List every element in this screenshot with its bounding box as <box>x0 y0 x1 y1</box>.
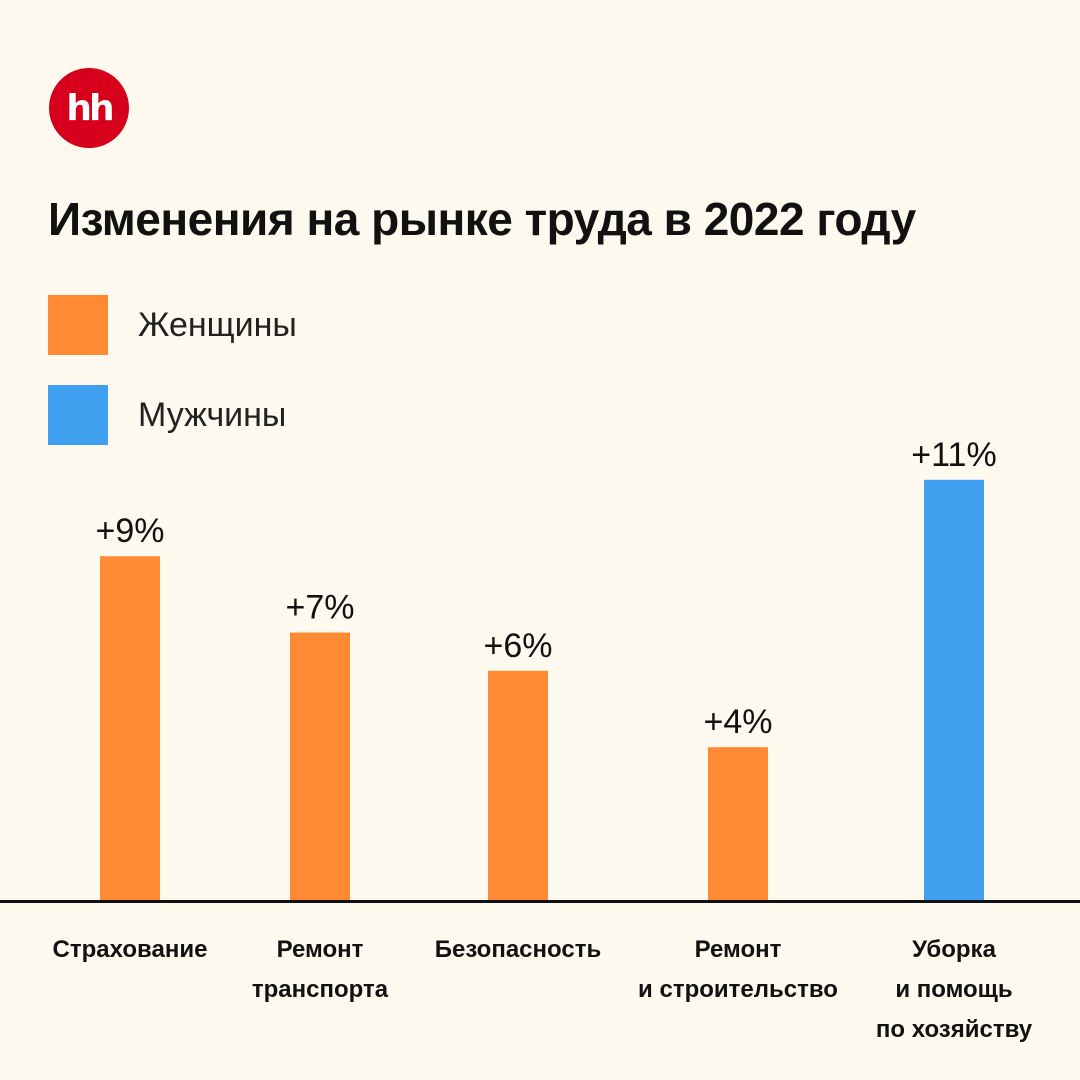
bar-5 <box>924 479 984 900</box>
legend-item-men: Мужчины <box>48 385 286 445</box>
category-label-1: Страхование <box>53 936 208 963</box>
data-label-3: +6% <box>484 627 553 665</box>
bar-1 <box>100 556 160 900</box>
hh-logo: hh <box>49 68 129 148</box>
category-label-2-line-2: транспорта <box>252 976 389 1003</box>
category-label-5-line-1: Уборка <box>912 936 996 963</box>
data-label-1: +9% <box>96 512 165 550</box>
bar-4 <box>708 747 768 900</box>
category-label-5-line-3: по хозяйству <box>876 1016 1033 1043</box>
legend-swatch-women <box>48 295 108 355</box>
category-label-5-line-2: и помощь <box>895 976 1012 1003</box>
legend-swatch-men <box>48 385 108 445</box>
category-label-3: Безопасность <box>435 936 601 963</box>
category-label-4-line-1: Ремонт <box>695 936 782 963</box>
chart-title: Изменения на рынке труда в 2022 году <box>48 193 916 245</box>
category-label-4-line-2: и строительство <box>638 976 838 1003</box>
legend-label-men: Мужчины <box>138 395 287 434</box>
data-label-4: +4% <box>704 703 773 741</box>
bar-2 <box>290 632 350 900</box>
bar-3 <box>488 670 548 900</box>
legend-item-women: Женщины <box>48 295 297 355</box>
category-label-2-line-1: Ремонт <box>277 936 364 963</box>
data-label-5: +11% <box>911 436 996 474</box>
legend-label-women: Женщины <box>138 305 297 344</box>
data-label-2: +7% <box>286 589 355 627</box>
